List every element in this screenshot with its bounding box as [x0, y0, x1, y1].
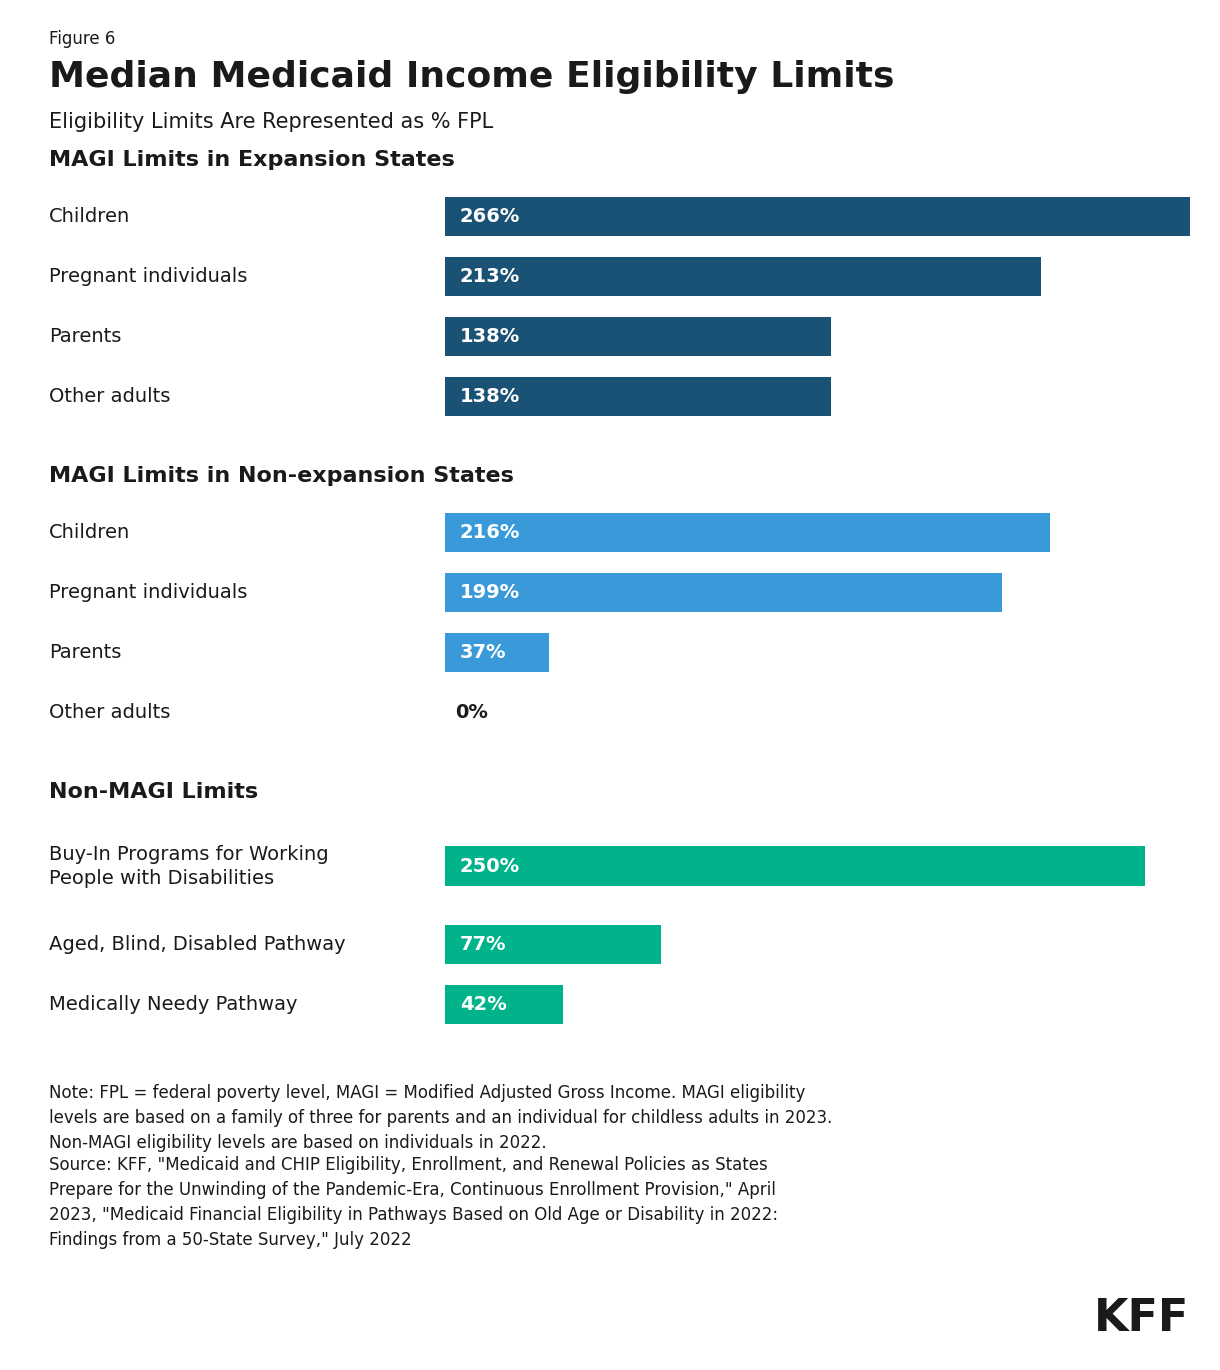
Text: 138%: 138% — [460, 386, 520, 406]
Text: Children: Children — [49, 207, 131, 226]
Text: Pregnant individuals: Pregnant individuals — [49, 582, 248, 601]
Text: 250%: 250% — [460, 856, 520, 875]
Text: MAGI Limits in Non-expansion States: MAGI Limits in Non-expansion States — [49, 466, 514, 486]
FancyBboxPatch shape — [445, 316, 831, 356]
FancyBboxPatch shape — [445, 985, 562, 1023]
Text: Medically Needy Pathway: Medically Needy Pathway — [49, 995, 298, 1014]
Text: Other adults: Other adults — [49, 386, 170, 406]
Text: Figure 6: Figure 6 — [49, 30, 115, 48]
Text: Non-MAGI Limits: Non-MAGI Limits — [49, 782, 257, 803]
FancyBboxPatch shape — [445, 925, 661, 963]
Text: MAGI Limits in Expansion States: MAGI Limits in Expansion States — [49, 151, 455, 170]
Text: Pregnant individuals: Pregnant individuals — [49, 267, 248, 285]
Text: 42%: 42% — [460, 995, 506, 1014]
Text: 199%: 199% — [460, 582, 520, 601]
Text: 138%: 138% — [460, 326, 520, 345]
Text: 0%: 0% — [455, 703, 488, 722]
Text: Source: KFF, "Medicaid and CHIP Eligibility, Enrollment, and Renewal Policies as: Source: KFF, "Medicaid and CHIP Eligibil… — [49, 1156, 778, 1249]
FancyBboxPatch shape — [445, 633, 549, 671]
Text: 266%: 266% — [460, 207, 520, 226]
Text: 213%: 213% — [460, 267, 520, 285]
FancyBboxPatch shape — [445, 256, 1041, 296]
Text: 37%: 37% — [460, 643, 506, 662]
Text: Eligibility Limits Are Represented as % FPL: Eligibility Limits Are Represented as % … — [49, 112, 493, 132]
Text: 77%: 77% — [460, 934, 506, 954]
Text: Parents: Parents — [49, 643, 121, 662]
Text: Aged, Blind, Disabled Pathway: Aged, Blind, Disabled Pathway — [49, 934, 345, 954]
Text: Median Medicaid Income Eligibility Limits: Median Medicaid Income Eligibility Limit… — [49, 60, 894, 95]
Text: Note: FPL = federal poverty level, MAGI = Modified Adjusted Gross Income. MAGI e: Note: FPL = federal poverty level, MAGI … — [49, 1084, 832, 1152]
Text: 216%: 216% — [460, 522, 520, 541]
Text: Parents: Parents — [49, 326, 121, 345]
Text: Other adults: Other adults — [49, 703, 170, 722]
FancyBboxPatch shape — [445, 197, 1190, 236]
FancyBboxPatch shape — [445, 847, 1144, 886]
Text: Children: Children — [49, 522, 131, 541]
FancyBboxPatch shape — [445, 573, 1002, 611]
FancyBboxPatch shape — [445, 377, 831, 415]
Text: Buy-In Programs for Working
People with Disabilities: Buy-In Programs for Working People with … — [49, 844, 328, 888]
FancyBboxPatch shape — [445, 512, 1049, 552]
Text: KFF: KFF — [1094, 1297, 1189, 1340]
